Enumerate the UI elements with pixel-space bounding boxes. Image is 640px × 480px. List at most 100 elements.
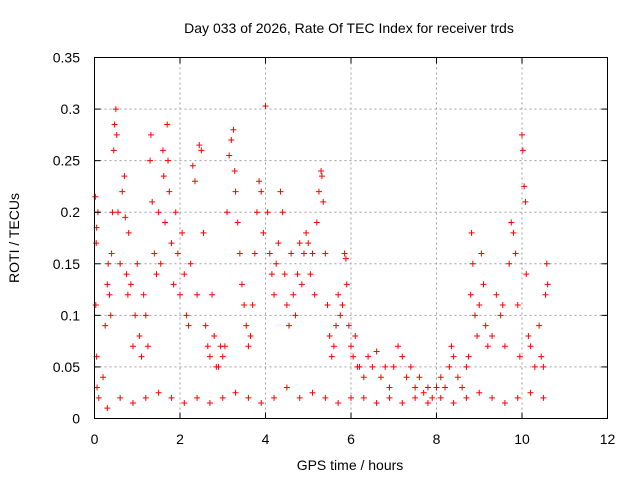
data-point: [140, 291, 147, 298]
data-point: [271, 291, 278, 298]
data-point: [241, 302, 248, 309]
data-point: [113, 131, 120, 138]
data-point: [271, 394, 278, 401]
data-point: [142, 312, 149, 319]
data-point: [290, 291, 297, 298]
x-tick-label: 8: [433, 431, 441, 447]
data-point: [313, 219, 320, 226]
data-point: [536, 322, 543, 329]
data-point: [149, 198, 156, 205]
y-axis-label: ROTI / TECUs: [6, 193, 22, 283]
data-point: [132, 312, 139, 319]
data-point: [168, 394, 175, 401]
data-point: [221, 343, 228, 350]
data-point: [337, 312, 344, 319]
data-point: [283, 302, 290, 309]
data-point: [194, 291, 201, 298]
data-point: [277, 188, 284, 195]
data-point: [164, 121, 171, 128]
data-point: [258, 188, 265, 195]
x-axis-label: GPS time / hours: [297, 457, 404, 473]
data-point: [279, 209, 286, 216]
data-point: [206, 400, 213, 407]
data-point: [105, 260, 112, 267]
data-point: [134, 260, 141, 267]
data-point: [527, 343, 534, 350]
data-point: [294, 271, 301, 278]
data-point: [480, 281, 487, 288]
data-point: [476, 302, 483, 309]
data-point: [247, 332, 254, 339]
data-point: [335, 291, 342, 298]
data-point: [236, 250, 243, 257]
data-point: [110, 147, 117, 154]
data-point: [527, 389, 534, 396]
data-point: [124, 291, 131, 298]
data-point: [467, 291, 474, 298]
data-point: [373, 400, 380, 407]
data-point: [390, 363, 397, 370]
data-point: [122, 214, 129, 221]
data-point: [471, 312, 478, 319]
data-point: [416, 374, 423, 381]
data-point: [144, 343, 151, 350]
data-point: [318, 173, 325, 180]
x-tick-label: 0: [91, 431, 99, 447]
data-point: [219, 394, 226, 401]
data-point: [266, 250, 273, 257]
data-point: [543, 260, 550, 267]
data-point: [506, 260, 513, 267]
data-point: [489, 394, 496, 401]
data-point: [155, 389, 162, 396]
data-points: [92, 102, 551, 412]
data-point: [230, 126, 237, 133]
data-point: [373, 348, 380, 355]
data-point: [377, 374, 384, 381]
data-point: [437, 394, 444, 401]
data-point: [168, 240, 175, 247]
y-tick-label: 0.15: [53, 256, 80, 272]
data-point: [497, 312, 504, 319]
x-tick-label: 12: [600, 431, 616, 447]
data-point: [95, 394, 102, 401]
y-tick-label: 0: [72, 411, 80, 427]
data-point: [224, 209, 231, 216]
data-point: [510, 229, 517, 236]
data-point: [234, 219, 241, 226]
data-point: [544, 281, 551, 288]
data-point: [318, 167, 325, 174]
data-point: [138, 353, 145, 360]
data-point: [159, 147, 166, 154]
data-point: [465, 353, 472, 360]
data-point: [115, 209, 122, 216]
data-point: [275, 240, 282, 247]
data-point: [523, 271, 530, 278]
data-point: [516, 353, 523, 360]
data-point: [525, 332, 532, 339]
data-point: [296, 240, 303, 247]
y-tick-label: 0.35: [53, 50, 80, 66]
data-point: [179, 229, 186, 236]
data-point: [249, 302, 256, 309]
y-tick-label: 0.05: [53, 359, 80, 375]
data-point: [326, 332, 333, 339]
data-point: [162, 219, 169, 226]
data-point: [437, 374, 444, 381]
data-point: [108, 250, 115, 257]
data-point: [157, 260, 164, 267]
data-point: [424, 400, 431, 407]
data-point: [521, 183, 528, 190]
data-point: [540, 363, 547, 370]
data-point: [191, 178, 198, 185]
data-point: [478, 250, 485, 257]
data-point: [231, 167, 238, 174]
data-point: [493, 291, 500, 298]
data-point: [305, 240, 312, 247]
data-point: [407, 363, 414, 370]
x-tick-label: 6: [347, 431, 355, 447]
data-point: [104, 405, 111, 412]
x-tick-label: 10: [514, 431, 530, 447]
data-point: [403, 374, 410, 381]
data-point: [281, 271, 288, 278]
grid-lines: [94, 57, 608, 419]
